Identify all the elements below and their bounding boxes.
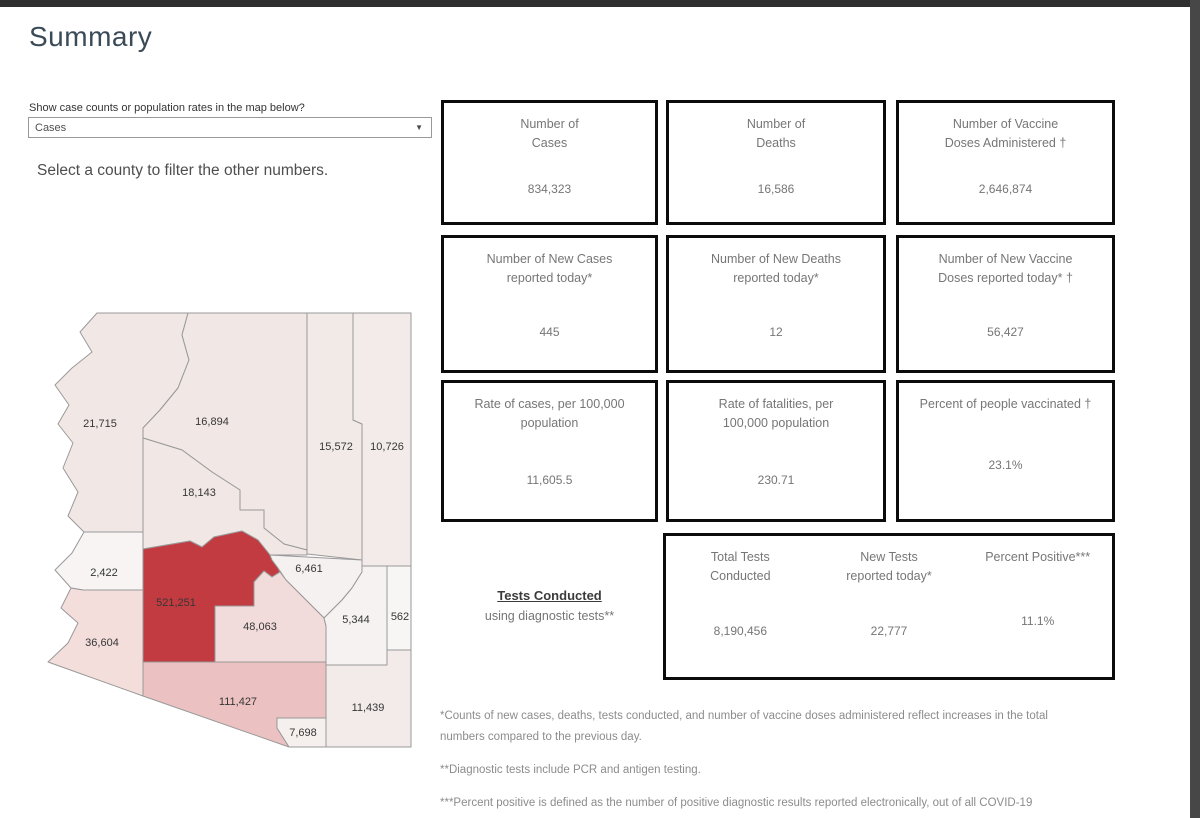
map-mode-question-label: Show case counts or population rates in … (29, 102, 305, 114)
stat-number-of-deaths: Number of Deaths 16,586 (666, 100, 886, 225)
page-title: Summary (29, 21, 153, 52)
tests-column-new-today: New Tests reported today* 22,777 (815, 536, 964, 677)
county-apache[interactable] (352, 312, 412, 567)
county-yuma[interactable] (47, 587, 144, 697)
stat-value: 23.1% (988, 457, 1023, 472)
tests-conducted-subtitle: using diagnostic tests** (484, 609, 615, 623)
stat-vaccine-doses-administered: Number of Vaccine Doses Administered † 2… (896, 100, 1115, 225)
stat-new-cases-today: Number of New Cases reported today* 445 (441, 235, 658, 373)
footnotes: *Counts of new cases, deaths, tests cond… (440, 706, 1112, 818)
footnote-diagnostic-tests: **Diagnostic tests include PCR and antig… (440, 764, 701, 776)
stat-fatality-rate: Rate of fatalities, per 100,000 populati… (666, 380, 886, 522)
tests-conducted-box: Total Tests Conducted 8,190,456 New Test… (663, 533, 1115, 680)
county-santa-cruz[interactable] (276, 717, 327, 748)
dropdown-selected-value: Cases (35, 121, 67, 134)
stat-label: Rate of fatalities, per 100,000 populati… (718, 397, 834, 431)
stat-label: Number of Vaccine Doses Administered † (944, 117, 1067, 151)
tests-col-value: 11.1% (1021, 614, 1055, 628)
stat-value: 12 (769, 325, 783, 340)
stat-value: 445 (539, 325, 560, 340)
tests-col-value: 22,777 (870, 624, 908, 638)
stat-value: 2,646,874 (978, 181, 1033, 196)
stat-label: Number of Deaths (746, 117, 806, 151)
window-top-edge (0, 0, 1200, 7)
stat-value: 11,605.5 (526, 472, 573, 487)
county-la-paz[interactable] (54, 531, 144, 591)
stat-label: Rate of cases, per 100,000 population (474, 397, 625, 431)
county-greenlee[interactable] (386, 565, 412, 651)
footnote-percent-positive: ***Percent positive is defined as the nu… (440, 797, 1033, 809)
stat-label: Number of New Cases reported today* (486, 252, 613, 286)
stat-value: 230.71 (757, 472, 795, 487)
footnote-new-counts: *Counts of new cases, deaths, tests cond… (440, 710, 1048, 743)
tests-column-percent-positive: Percent Positive*** 11.1% (963, 536, 1112, 677)
stat-label: Number of New Vaccine Doses reported tod… (938, 252, 1073, 286)
stat-label: Number of New Deaths reported today* (711, 252, 841, 286)
stat-percent-vaccinated: Percent of people vaccinated † 23.1% (896, 380, 1115, 522)
stat-case-rate: Rate of cases, per 100,000 population 11… (441, 380, 658, 522)
stat-new-deaths-today: Number of New Deaths reported today* 12 (666, 235, 886, 373)
tests-col-value: 8,190,456 (713, 624, 768, 638)
tests-conducted-title: Tests Conducted (497, 588, 602, 603)
window-right-edge (1190, 0, 1200, 818)
stat-new-vaccine-doses-today: Number of New Vaccine Doses reported tod… (896, 235, 1115, 373)
tests-conducted-label: Tests Conducted using diagnostic tests** (441, 588, 658, 623)
county-cochise[interactable] (325, 649, 412, 748)
stat-label: Percent of people vaccinated † (919, 397, 1092, 411)
map-mode-dropdown[interactable]: Cases ▼ (28, 117, 432, 138)
tests-col-header: Percent Positive*** (985, 550, 1091, 564)
tests-col-header: New Tests reported today* (846, 550, 932, 583)
tests-column-total: Total Tests Conducted 8,190,456 (666, 536, 815, 677)
stat-number-of-cases: Number of Cases 834,323 (441, 100, 658, 225)
chevron-down-icon: ▼ (415, 123, 423, 132)
stat-value: 16,586 (757, 181, 795, 196)
stat-label: Number of Cases (520, 117, 579, 151)
arizona-county-map: 21,715 16,894 15,572 10,726 18,143 2,422… (42, 310, 418, 752)
county-graham[interactable] (323, 565, 388, 666)
stat-value: 56,427 (987, 325, 1024, 340)
tests-col-header: Total Tests Conducted (710, 550, 771, 583)
stat-value: 834,323 (527, 181, 572, 196)
map-instruction-text: Select a county to filter the other numb… (37, 162, 329, 179)
